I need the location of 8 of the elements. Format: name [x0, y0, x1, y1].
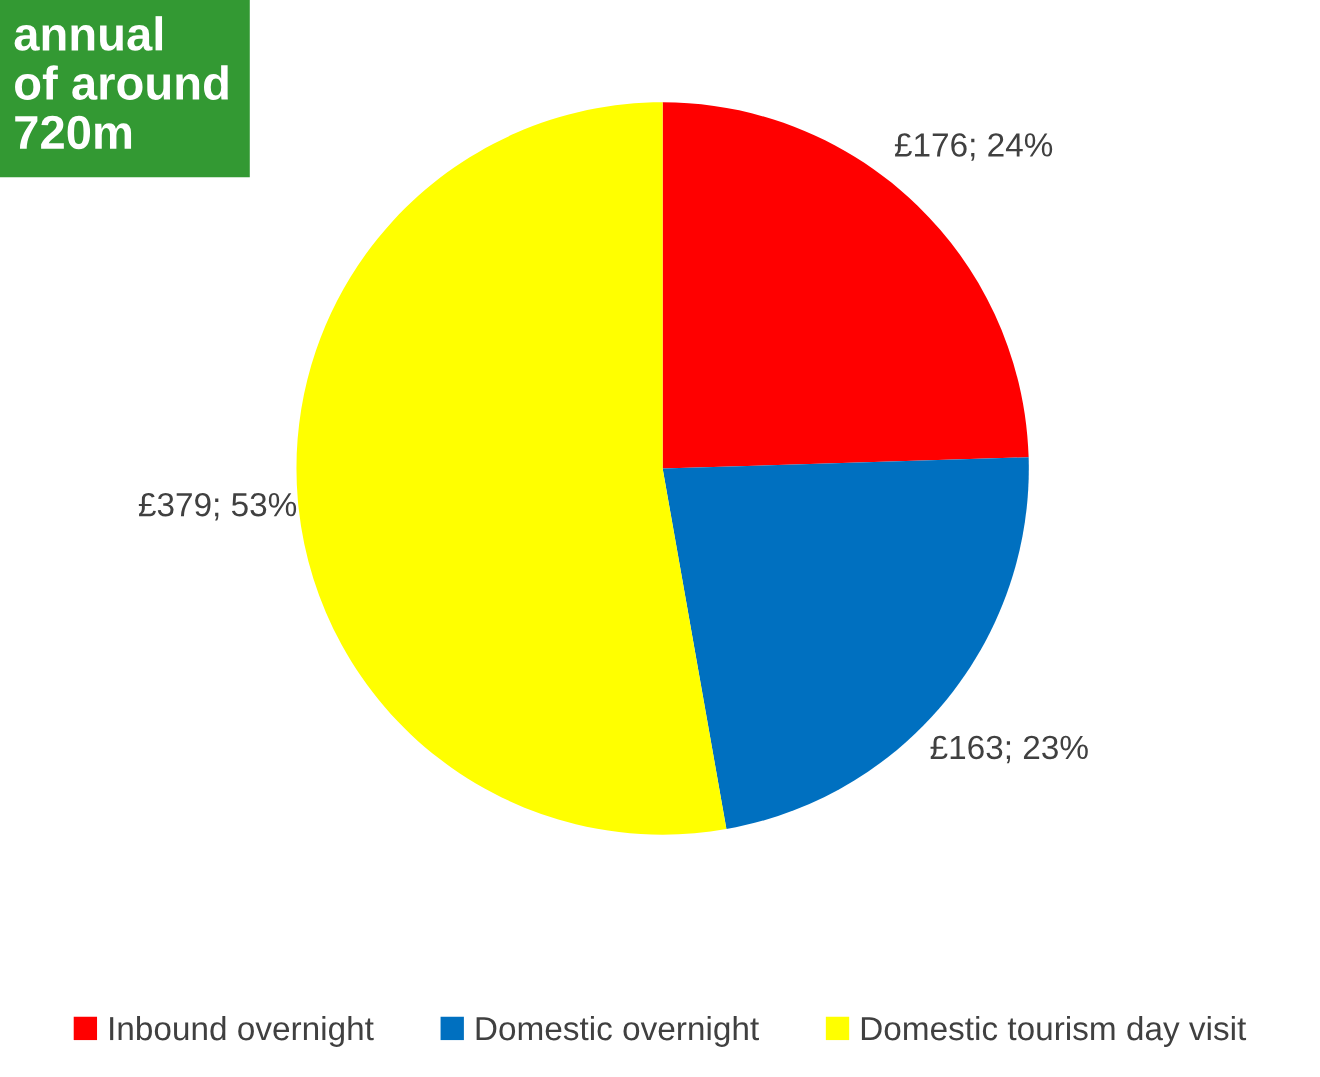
legend-label: Domestic overnight: [476, 1015, 759, 1047]
data-label: £163; 23%: [930, 735, 1088, 764]
text: annual of around 720m: [14, 16, 228, 150]
data-label: £176; 24%: [894, 133, 1053, 161]
pie-slice: [296, 102, 727, 835]
legend-label: Inbound overnight: [110, 1015, 374, 1047]
legend-label: Domestic tourism day visit: [861, 1015, 1247, 1047]
data-label: £379; 53%: [138, 492, 297, 521]
